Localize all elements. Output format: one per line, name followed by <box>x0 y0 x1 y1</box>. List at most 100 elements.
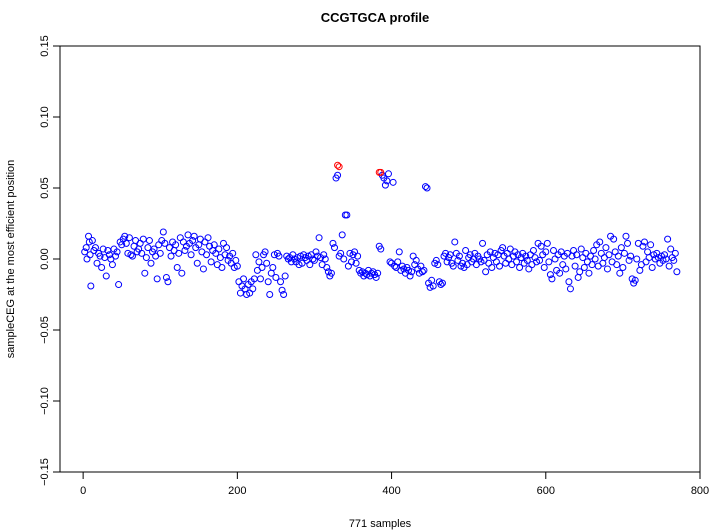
y-axis-label: sampleCEG at the most efficient position <box>5 160 17 359</box>
data-point <box>98 264 106 272</box>
data-point <box>449 262 457 270</box>
data-points <box>81 161 681 298</box>
data-point <box>142 254 150 262</box>
data-point <box>156 249 164 257</box>
data-point <box>543 239 551 247</box>
data-point <box>661 251 669 259</box>
data-point <box>81 248 89 256</box>
data-point <box>280 291 288 298</box>
data-point <box>673 268 681 276</box>
data-point <box>150 245 158 253</box>
data-point <box>599 259 607 267</box>
data-point <box>87 282 95 290</box>
highlighted-data-point <box>335 163 343 171</box>
data-point <box>485 259 493 267</box>
data-point <box>261 248 269 256</box>
data-point <box>580 264 588 272</box>
data-point <box>269 264 277 272</box>
data-point <box>167 252 175 260</box>
data-point <box>125 234 133 242</box>
data-point <box>516 264 524 272</box>
data-point <box>529 246 537 254</box>
data-point <box>219 239 227 247</box>
data-point <box>96 252 104 260</box>
data-point <box>321 255 329 263</box>
x-tick-label: 200 <box>228 485 246 497</box>
data-point <box>610 235 618 243</box>
data-point <box>315 234 323 242</box>
data-point <box>565 278 573 286</box>
data-point <box>184 231 192 239</box>
data-point <box>570 246 578 254</box>
data-point <box>438 279 446 287</box>
data-point <box>147 259 155 267</box>
data-point <box>496 262 504 270</box>
data-point <box>482 268 490 276</box>
data-point <box>627 252 635 260</box>
data-point <box>423 184 431 192</box>
data-point <box>210 241 218 249</box>
x-tick-label: 0 <box>80 485 86 497</box>
data-point <box>522 252 530 260</box>
data-point <box>512 258 520 266</box>
data-point <box>218 264 226 272</box>
data-point <box>562 265 570 273</box>
y-tick-label: −0.10 <box>39 387 51 415</box>
data-point <box>597 249 605 257</box>
data-point <box>667 245 675 253</box>
data-point <box>540 264 548 272</box>
data-point <box>272 273 280 281</box>
data-point <box>625 256 633 264</box>
data-point <box>573 251 581 259</box>
y-axis: −0.15 −0.10 −0.05 0.00 0.05 0.10 0.15 <box>39 35 60 486</box>
data-point <box>329 239 337 247</box>
data-point <box>344 262 352 270</box>
data-point <box>381 181 389 189</box>
data-point <box>264 278 272 286</box>
data-point <box>223 244 231 252</box>
data-point <box>277 278 285 286</box>
y-tick-label: −0.05 <box>39 316 51 344</box>
data-point <box>161 239 169 247</box>
data-point <box>249 285 257 293</box>
data-point <box>602 244 610 252</box>
data-point <box>122 239 130 247</box>
data-point <box>459 259 467 267</box>
data-point <box>386 258 394 266</box>
data-point <box>616 269 624 277</box>
data-point <box>437 281 445 289</box>
data-point <box>138 249 146 257</box>
data-point <box>207 258 215 266</box>
data-point <box>128 252 136 260</box>
x-axis: 0 200 400 600 800 <box>80 472 709 497</box>
data-point <box>613 261 621 269</box>
data-point <box>255 258 263 266</box>
data-point <box>164 278 172 286</box>
data-point <box>102 272 110 280</box>
data-point <box>611 248 619 256</box>
data-point <box>112 252 120 260</box>
x-tick-label: 800 <box>691 485 709 497</box>
data-point <box>215 245 223 253</box>
data-point <box>310 256 318 264</box>
data-point <box>517 254 525 262</box>
data-point <box>636 266 644 274</box>
data-point <box>352 259 360 267</box>
data-point <box>670 256 678 264</box>
data-point <box>327 269 335 277</box>
data-point <box>434 261 442 269</box>
data-point <box>256 275 264 283</box>
data-point <box>199 265 207 273</box>
data-point <box>566 285 574 293</box>
data-point <box>155 241 163 249</box>
data-point <box>551 255 559 263</box>
data-point <box>281 272 289 280</box>
data-point <box>145 237 153 245</box>
data-point <box>278 286 286 294</box>
data-point <box>664 235 672 243</box>
data-point <box>492 258 500 266</box>
data-point <box>193 259 201 267</box>
data-point <box>395 248 403 256</box>
data-point <box>647 241 655 249</box>
data-point <box>372 273 380 281</box>
